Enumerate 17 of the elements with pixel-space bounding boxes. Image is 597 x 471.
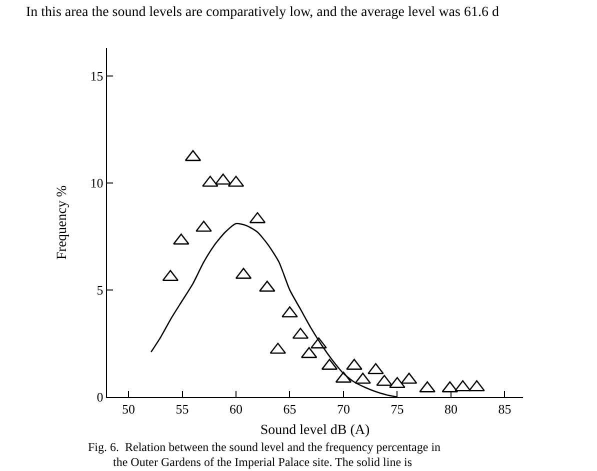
caption: Fig. 6. Relation between the sound level and the frequency percentage in (88, 440, 441, 454)
text: the Outer Gardens of the Imperial Palace site. The solid line is (113, 455, 412, 469)
x-tick-label: 75 (390, 402, 404, 417)
text: In this area the sound levels are comparatively low, and the average level was 61.6 d (26, 5, 499, 20)
x-tick-label: 80 (444, 402, 458, 417)
x-axis-title: Sound level dB (A) (260, 423, 370, 438)
x-tick-label: 55 (176, 402, 189, 417)
y-tick-label: 5 (96, 282, 104, 298)
y-tick-label: 15 (90, 68, 104, 84)
x-tick-label: 60 (229, 402, 242, 417)
y-axis-title: Frequency % (54, 185, 70, 260)
x-tick-label: 50 (122, 402, 135, 417)
y-tick-label: 0 (96, 390, 104, 405)
y-tick-label: 10 (90, 175, 104, 190)
x-tick-label: 85 (498, 402, 512, 417)
x-tick-label: 70 (336, 402, 350, 417)
x-tick-label: 65 (283, 402, 296, 417)
